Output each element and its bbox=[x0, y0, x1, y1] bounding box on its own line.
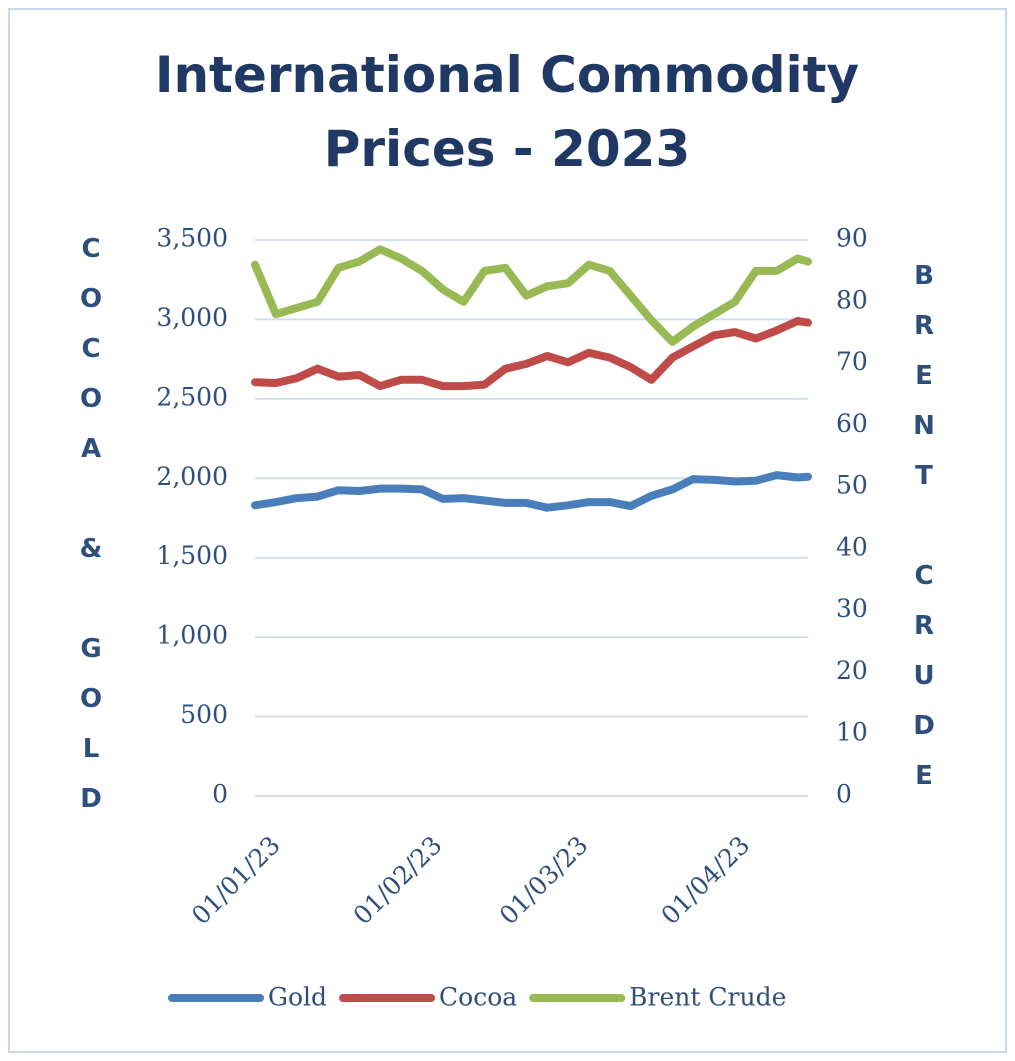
y2-tick-label: 10 bbox=[836, 718, 868, 747]
y-tick-label: 2,500 bbox=[156, 382, 228, 411]
y2-axis-title: BRENT CRUDE bbox=[909, 261, 939, 811]
y-tick-label: 3,000 bbox=[156, 303, 228, 332]
y2-tick-label: 20 bbox=[836, 656, 868, 685]
y-tick-label: 1,500 bbox=[156, 541, 228, 570]
legend-label: Cocoa bbox=[439, 983, 517, 1012]
y-tick-label: 2,000 bbox=[156, 462, 228, 491]
y-tick-label: 500 bbox=[180, 700, 228, 729]
y2-tick-label: 30 bbox=[836, 594, 868, 623]
y-tick-label: 3,500 bbox=[156, 224, 228, 253]
chart-title: International Commodity Prices - 2023 bbox=[155, 46, 859, 178]
y2-tick-label: 60 bbox=[836, 409, 868, 438]
frame bbox=[8, 8, 1007, 1053]
y2-tick-label: 0 bbox=[836, 780, 852, 809]
y2-tick-label: 90 bbox=[836, 224, 868, 253]
series-line bbox=[251, 471, 812, 512]
y-tick-label: 1,000 bbox=[156, 621, 228, 650]
legend-label: Brent Crude bbox=[629, 983, 786, 1012]
y2-tick-label: 80 bbox=[836, 285, 868, 314]
y-axis-title: COCOA & GOLD bbox=[76, 234, 106, 834]
y-tick-label: 0 bbox=[212, 780, 228, 809]
y2-tick-label: 50 bbox=[836, 471, 868, 500]
y2-tick-label: 70 bbox=[836, 347, 868, 376]
y2-tick-label: 40 bbox=[836, 532, 868, 561]
legend-label: Gold bbox=[268, 983, 327, 1012]
series-line bbox=[251, 317, 812, 391]
series-line bbox=[251, 245, 812, 346]
